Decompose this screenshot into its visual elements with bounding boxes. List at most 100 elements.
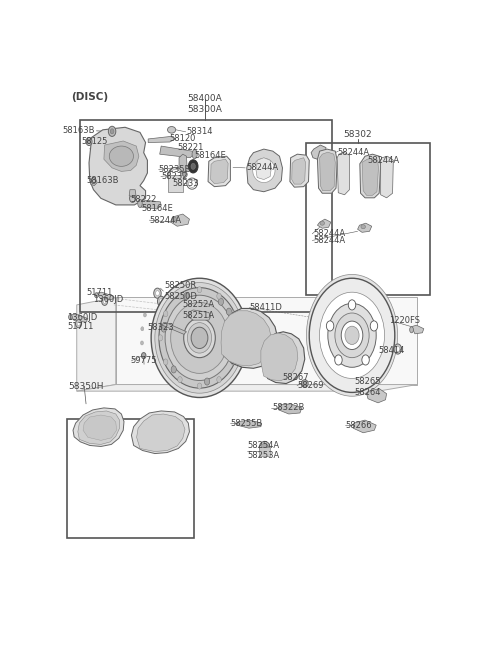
Circle shape bbox=[171, 366, 176, 373]
Text: 58267: 58267 bbox=[282, 373, 309, 382]
Polygon shape bbox=[311, 145, 326, 160]
Ellipse shape bbox=[301, 380, 308, 387]
Ellipse shape bbox=[182, 171, 187, 177]
Polygon shape bbox=[162, 323, 186, 334]
Circle shape bbox=[217, 376, 221, 383]
Circle shape bbox=[159, 299, 163, 304]
Text: 58244A: 58244A bbox=[246, 163, 278, 173]
Polygon shape bbox=[237, 420, 262, 428]
Circle shape bbox=[227, 308, 231, 315]
Polygon shape bbox=[73, 408, 124, 446]
Text: 51711: 51711 bbox=[86, 288, 112, 297]
Ellipse shape bbox=[168, 167, 183, 184]
Polygon shape bbox=[171, 214, 190, 226]
Ellipse shape bbox=[320, 292, 384, 378]
Text: 58120: 58120 bbox=[170, 134, 196, 144]
Circle shape bbox=[204, 378, 210, 385]
Circle shape bbox=[326, 321, 334, 331]
Polygon shape bbox=[77, 297, 116, 391]
Circle shape bbox=[157, 297, 165, 306]
Polygon shape bbox=[221, 311, 271, 366]
Polygon shape bbox=[129, 190, 136, 197]
Ellipse shape bbox=[409, 327, 413, 333]
Circle shape bbox=[231, 311, 236, 317]
Text: 58233: 58233 bbox=[172, 179, 199, 188]
Text: 58400A
58300A: 58400A 58300A bbox=[188, 94, 223, 114]
Text: 58244A: 58244A bbox=[337, 148, 369, 157]
Circle shape bbox=[335, 355, 342, 365]
Ellipse shape bbox=[320, 221, 324, 225]
Text: 58323: 58323 bbox=[147, 323, 174, 332]
Polygon shape bbox=[367, 389, 386, 403]
Circle shape bbox=[231, 359, 236, 365]
Text: 58314: 58314 bbox=[186, 127, 213, 136]
Polygon shape bbox=[78, 411, 120, 444]
Text: 1360JD: 1360JD bbox=[67, 313, 98, 322]
Polygon shape bbox=[317, 219, 331, 228]
Polygon shape bbox=[91, 179, 97, 186]
Polygon shape bbox=[83, 415, 117, 440]
Text: 51711: 51711 bbox=[67, 322, 94, 331]
Circle shape bbox=[141, 341, 144, 345]
Text: 58244A: 58244A bbox=[313, 236, 345, 245]
Polygon shape bbox=[77, 385, 417, 391]
Text: 58322B: 58322B bbox=[272, 403, 304, 413]
Circle shape bbox=[184, 293, 189, 300]
Polygon shape bbox=[317, 149, 337, 193]
Circle shape bbox=[76, 320, 82, 328]
Circle shape bbox=[108, 127, 116, 136]
Circle shape bbox=[362, 355, 369, 365]
Bar bbox=[67, 419, 194, 538]
Polygon shape bbox=[140, 200, 161, 209]
Polygon shape bbox=[160, 146, 194, 158]
Circle shape bbox=[191, 163, 195, 169]
Circle shape bbox=[394, 344, 401, 354]
Circle shape bbox=[164, 311, 168, 317]
Text: 58302: 58302 bbox=[343, 130, 372, 140]
Text: 58163B: 58163B bbox=[86, 176, 119, 185]
Ellipse shape bbox=[170, 169, 181, 182]
Circle shape bbox=[370, 321, 378, 331]
Polygon shape bbox=[148, 136, 175, 142]
Circle shape bbox=[396, 347, 400, 351]
Polygon shape bbox=[190, 310, 211, 320]
Ellipse shape bbox=[95, 293, 98, 298]
Polygon shape bbox=[208, 156, 230, 186]
Polygon shape bbox=[247, 149, 282, 192]
Polygon shape bbox=[381, 156, 393, 198]
Ellipse shape bbox=[168, 127, 176, 133]
Circle shape bbox=[178, 293, 182, 299]
Ellipse shape bbox=[261, 444, 268, 451]
Ellipse shape bbox=[328, 303, 376, 367]
Text: 58232: 58232 bbox=[161, 172, 188, 181]
Ellipse shape bbox=[252, 158, 275, 183]
Text: 58244A: 58244A bbox=[149, 215, 181, 225]
Ellipse shape bbox=[109, 146, 133, 166]
Circle shape bbox=[77, 322, 80, 326]
Text: 58411D: 58411D bbox=[250, 303, 283, 312]
Circle shape bbox=[218, 298, 224, 305]
Circle shape bbox=[348, 300, 356, 310]
Ellipse shape bbox=[309, 278, 395, 392]
Circle shape bbox=[161, 325, 167, 332]
Circle shape bbox=[188, 159, 198, 173]
Text: 58235B: 58235B bbox=[158, 165, 191, 174]
Circle shape bbox=[141, 327, 144, 331]
Circle shape bbox=[231, 351, 236, 357]
Circle shape bbox=[154, 288, 161, 299]
Text: 58269: 58269 bbox=[297, 381, 324, 390]
Text: 58164E: 58164E bbox=[194, 151, 226, 159]
Polygon shape bbox=[179, 154, 187, 173]
Circle shape bbox=[144, 313, 146, 317]
Ellipse shape bbox=[187, 323, 212, 353]
Text: 58350H: 58350H bbox=[68, 382, 104, 391]
Ellipse shape bbox=[165, 295, 234, 380]
Polygon shape bbox=[290, 154, 309, 187]
Polygon shape bbox=[286, 371, 298, 381]
Polygon shape bbox=[360, 154, 381, 198]
Polygon shape bbox=[362, 158, 378, 195]
Ellipse shape bbox=[159, 287, 240, 388]
Text: 58222: 58222 bbox=[130, 195, 156, 204]
Polygon shape bbox=[89, 127, 147, 205]
Text: 1360JD: 1360JD bbox=[94, 295, 124, 304]
